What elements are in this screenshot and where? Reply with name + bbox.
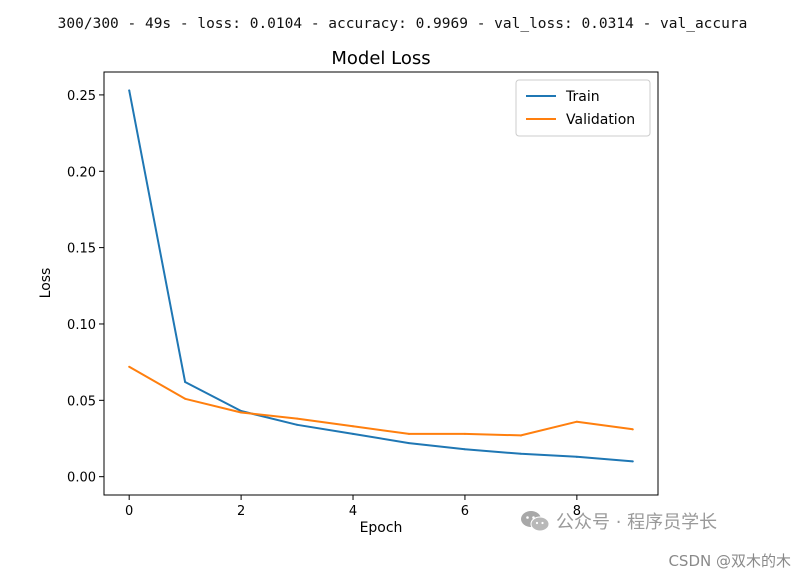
legend-label-train: Train xyxy=(565,89,600,105)
data-point-train xyxy=(407,442,410,445)
data-point-validation xyxy=(463,432,466,435)
data-point-train xyxy=(352,432,355,435)
data-point-train xyxy=(575,455,578,458)
data-point-validation xyxy=(296,417,299,420)
data-point-validation xyxy=(352,425,355,428)
data-point-validation xyxy=(631,428,634,431)
data-point-validation xyxy=(240,411,243,414)
wechat-watermark-text: 公众号 · 程序员学长 xyxy=(556,512,718,533)
data-point-validation xyxy=(575,420,578,423)
y-tick-label: 0.10 xyxy=(67,318,96,333)
y-tick-label: 0.15 xyxy=(67,242,96,257)
data-point-train xyxy=(463,448,466,451)
legend-label-validation: Validation xyxy=(566,112,635,128)
data-point-validation xyxy=(184,397,187,400)
y-tick-label: 0.20 xyxy=(67,165,96,180)
training-log-line: 300/300 - 49s - loss: 0.0104 - accuracy:… xyxy=(57,16,748,32)
csdn-watermark: CSDN @双木的木 xyxy=(668,552,791,570)
data-point-train xyxy=(184,380,187,383)
series-line-train xyxy=(128,90,633,463)
axes-frame xyxy=(103,71,659,496)
data-point-train xyxy=(128,89,131,92)
chart-title: Model Loss xyxy=(331,48,430,69)
x-tick-label: 8 xyxy=(573,504,581,519)
data-point-validation xyxy=(407,432,410,435)
data-point-validation xyxy=(519,434,522,437)
data-point-validation xyxy=(128,365,131,368)
x-tick-label: 2 xyxy=(237,504,245,519)
legend-box xyxy=(515,79,651,137)
data-point-train xyxy=(519,452,522,455)
y-tick-label: 0.05 xyxy=(67,394,96,409)
data-point-train xyxy=(296,423,299,426)
x-tick-label: 4 xyxy=(349,504,357,519)
legend: Train Validation xyxy=(515,79,651,137)
y-tick-label: 0.25 xyxy=(67,89,96,104)
series-line-validation xyxy=(128,365,633,437)
y-tick-label: 0.00 xyxy=(67,471,96,486)
wechat-icon xyxy=(521,511,550,532)
x-tick-label: 0 xyxy=(125,504,133,519)
x-tick-label: 6 xyxy=(461,504,469,519)
wechat-watermark: 公众号 · 程序员学长 xyxy=(520,508,717,534)
data-point-train xyxy=(631,460,634,463)
y-axis-label: Loss xyxy=(38,268,54,299)
x-axis-label: Epoch xyxy=(360,520,403,536)
